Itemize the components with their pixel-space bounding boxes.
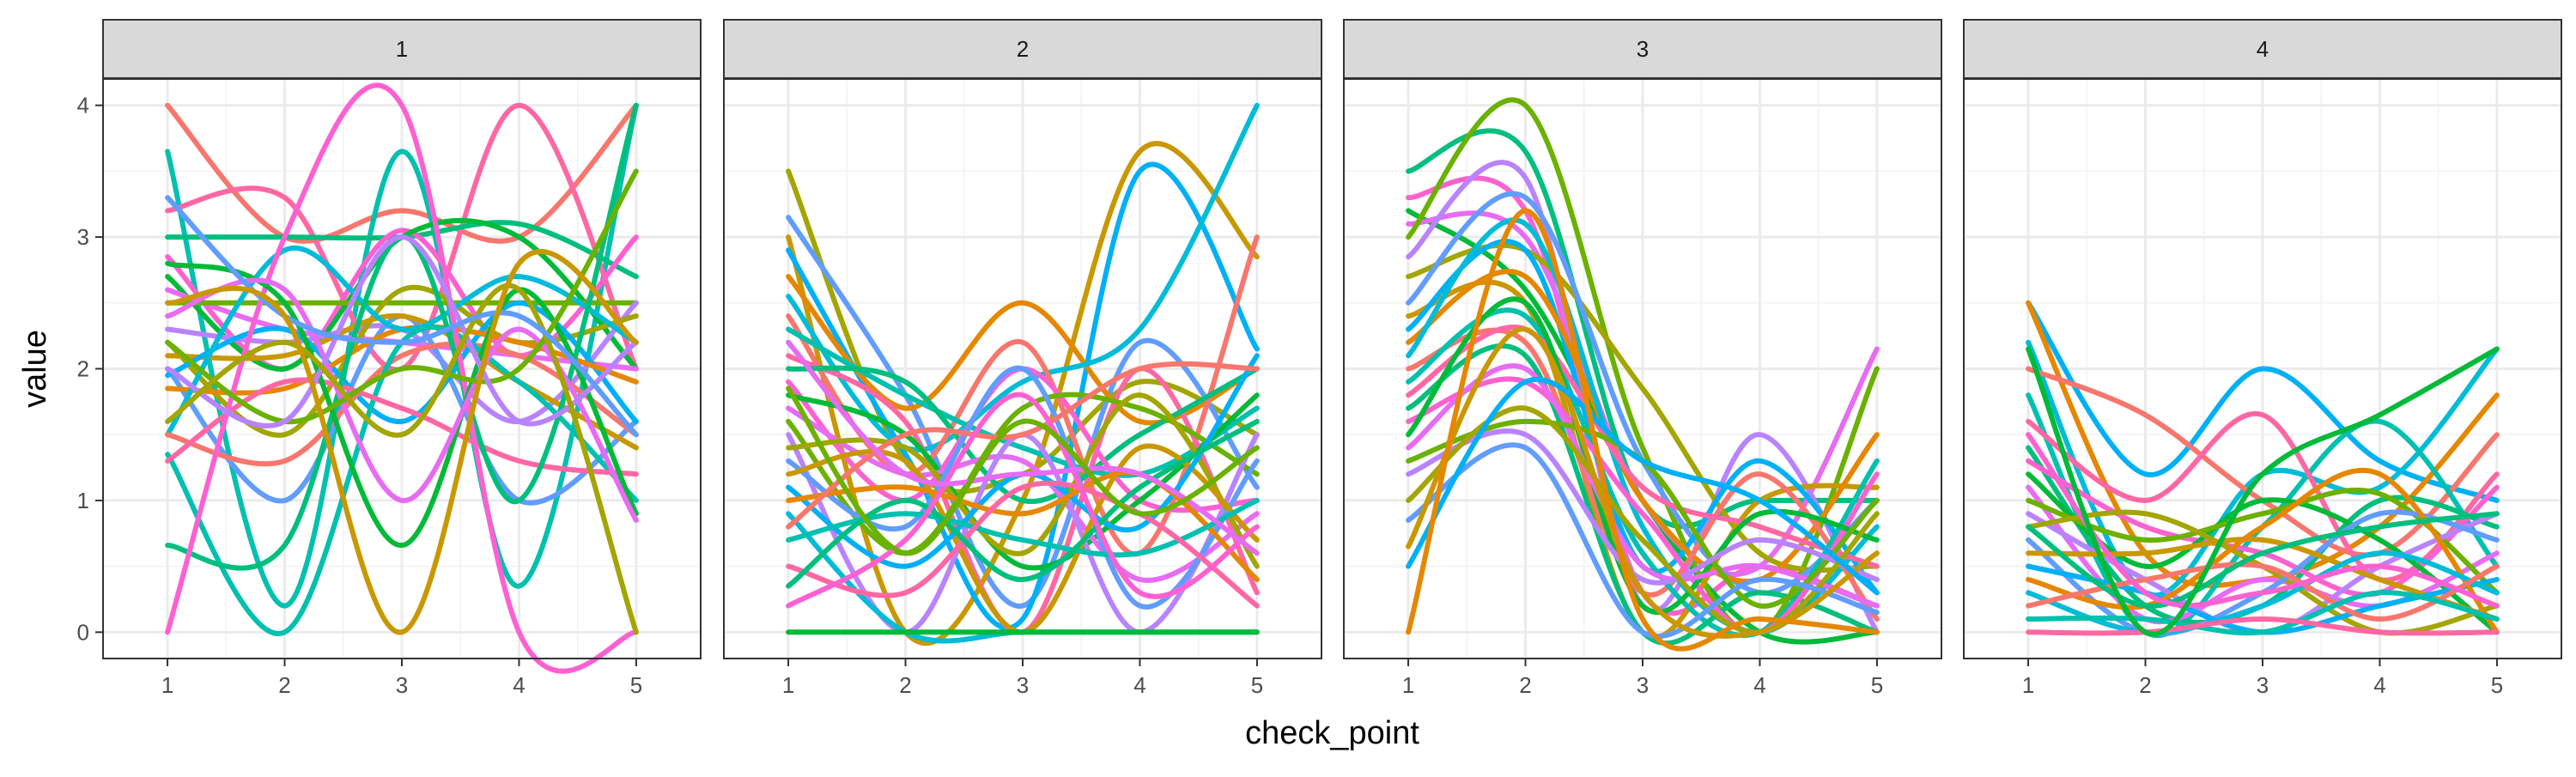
x-tick-label: 3 [396, 672, 408, 698]
series-line [165, 282, 639, 635]
facet-strip [1963, 19, 2562, 79]
series-line [1406, 191, 1880, 596]
series-line [786, 385, 1260, 556]
x-axis-title: check_point [1245, 715, 1419, 751]
x-tick-label: 2 [899, 672, 911, 698]
series-lines [786, 102, 1260, 646]
series-line [2026, 467, 2500, 635]
x-tick-label: 4 [2373, 672, 2385, 698]
series-line [165, 325, 639, 636]
series-line [1406, 208, 1880, 652]
x-tick-label: 3 [1017, 672, 1029, 698]
series-line [165, 249, 639, 635]
series-lines [1406, 97, 1880, 652]
series-line [165, 168, 639, 425]
series-line [786, 365, 1260, 610]
y-axis-title: value [17, 330, 53, 408]
facet-strip [1343, 19, 1942, 79]
x-tick-label: 1 [161, 672, 173, 698]
series-line [786, 102, 1260, 452]
series-line [165, 260, 639, 549]
series-line [2026, 590, 2500, 636]
x-tick-label: 1 [782, 672, 794, 698]
series-line [1406, 128, 1880, 530]
series-line [165, 195, 639, 438]
series-line [786, 339, 1260, 556]
series-line [2026, 616, 2500, 636]
series-line [2026, 550, 2500, 635]
facet-strip-label: 4 [2257, 36, 2269, 62]
facet-strip [102, 19, 702, 79]
facet-panel-1: 1 1 2 3 4 5 0 1 2 3 4 [77, 19, 702, 698]
x-tick-label: 5 [1251, 672, 1263, 698]
facet-strip [723, 19, 1322, 79]
x-tick-label: 4 [1133, 672, 1145, 698]
x-tick-label: 1 [2022, 672, 2034, 698]
series-line [786, 365, 1260, 505]
y-tick-label: 1 [77, 488, 89, 513]
facet-panel-3: 3 1 2 3 4 5 [1343, 19, 1942, 698]
x-tick-label: 3 [1637, 672, 1649, 698]
x-tick-label: 1 [1402, 672, 1414, 698]
x-tick-label: 3 [2257, 672, 2269, 698]
series-line [165, 377, 639, 477]
x-tick-label: 2 [1519, 672, 1531, 698]
series-line [1406, 377, 1880, 596]
series-line [1406, 325, 1880, 569]
series-line [165, 82, 639, 674]
series-line [165, 102, 639, 571]
series-line [786, 361, 1260, 530]
x-tick-label: 5 [1871, 672, 1883, 698]
x-tick-label: 5 [2491, 672, 2503, 698]
series-line [786, 392, 1260, 571]
series-line [1406, 428, 1880, 586]
y-tick-label: 4 [77, 93, 89, 118]
series-line [2026, 346, 2500, 637]
y-tick-label: 3 [77, 224, 89, 250]
series-lines [2026, 300, 2500, 639]
facet-panel-2: 2 1 2 3 4 5 [723, 19, 1322, 698]
series-line [786, 480, 1260, 609]
series-line [2026, 300, 2500, 503]
x-tick-label: 2 [278, 672, 290, 698]
series-line [786, 215, 1260, 609]
series-line [165, 245, 639, 438]
x-tick-label: 4 [513, 672, 525, 698]
facet-strip-label: 2 [1017, 36, 1029, 62]
series-line [2026, 511, 2500, 609]
series-line [786, 405, 1260, 583]
series-line [786, 353, 1260, 635]
y-tick-label: 0 [77, 619, 89, 645]
facet-strip-label: 1 [396, 36, 408, 62]
series-line [165, 102, 639, 609]
series-line [2026, 562, 2500, 622]
facet-panel-4: 4 1 2 3 4 5 [1963, 19, 2562, 698]
x-tick-label: 4 [1753, 672, 1765, 698]
x-tick-label: 2 [2139, 672, 2151, 698]
series-line [786, 141, 1260, 646]
series-line [1406, 343, 1880, 646]
series-line [165, 300, 639, 424]
series-line [165, 234, 639, 429]
series-line [786, 470, 1260, 582]
series-line [165, 102, 639, 244]
series-line [786, 392, 1260, 609]
series-line [1406, 442, 1880, 640]
series-lines [165, 82, 639, 674]
y-tick-label: 2 [77, 356, 89, 382]
facet-strip-label: 3 [1637, 36, 1649, 62]
x-tick-label: 5 [630, 672, 642, 698]
series-line [786, 161, 1260, 631]
